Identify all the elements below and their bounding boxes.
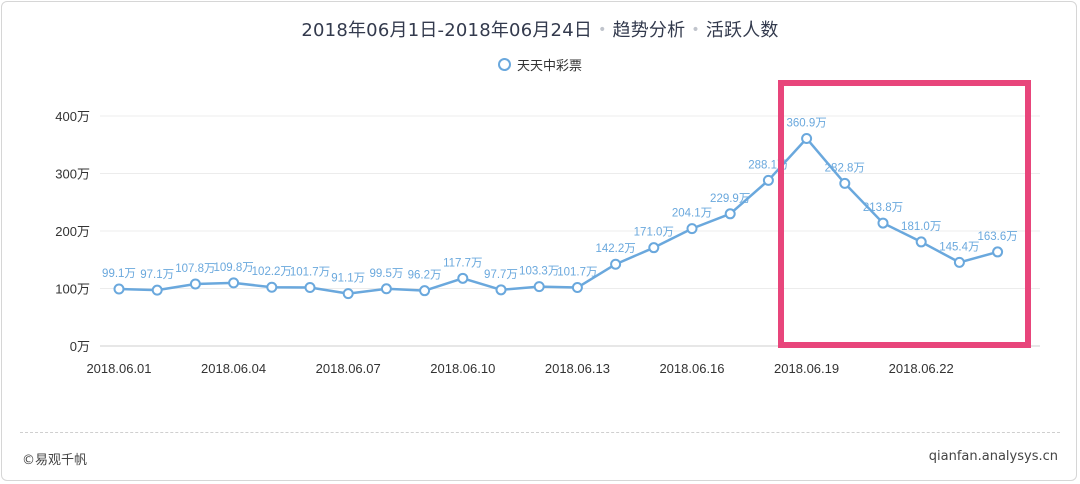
data-point xyxy=(992,246,1004,258)
data-label: 229.9万 xyxy=(710,193,750,205)
title-section: 趋势分析 xyxy=(612,20,686,41)
data-label: 97.1万 xyxy=(140,269,174,281)
data-label: 171.0万 xyxy=(634,227,674,239)
title-separator-dot: • xyxy=(691,22,700,38)
data-point xyxy=(953,256,965,268)
data-label: 360.9万 xyxy=(786,117,826,129)
data-point xyxy=(380,283,392,295)
data-point xyxy=(915,236,927,248)
data-label: 181.0万 xyxy=(901,221,941,233)
chart-title: 2018年06月1日-2018年06月24日 • 趋势分析 • 活跃人数 xyxy=(0,16,1080,42)
data-point xyxy=(839,177,851,189)
y-tick-label: 400万 xyxy=(55,109,90,124)
data-label: 213.8万 xyxy=(863,202,903,214)
data-point xyxy=(342,288,354,300)
data-point xyxy=(571,282,583,294)
data-label: 96.2万 xyxy=(408,270,442,282)
data-point xyxy=(266,281,278,293)
series-line xyxy=(118,137,998,295)
footer-divider xyxy=(20,432,1060,433)
data-point xyxy=(533,281,545,293)
x-tick-label: 2018.06.01 xyxy=(86,361,151,376)
data-label: 101.7万 xyxy=(557,267,597,279)
data-label: 145.4万 xyxy=(939,241,979,253)
data-label: 101.7万 xyxy=(290,267,330,279)
x-tick-label: 2018.06.19 xyxy=(774,361,839,376)
x-tick-label: 2018.06.13 xyxy=(545,361,610,376)
data-point xyxy=(724,208,736,220)
legend-marker-icon xyxy=(497,58,511,71)
data-point xyxy=(801,132,813,144)
data-label: 99.5万 xyxy=(369,268,403,280)
data-label: 282.8万 xyxy=(825,162,865,174)
data-point xyxy=(189,278,201,290)
data-label: 91.1万 xyxy=(331,273,365,285)
data-point xyxy=(457,272,469,284)
y-tick-label: 300万 xyxy=(55,167,90,182)
data-point xyxy=(495,284,507,296)
y-tick-label: 100万 xyxy=(55,282,90,297)
legend[interactable]: 天天中彩票 xyxy=(0,58,1080,76)
title-date-range: 2018年06月1日-2018年06月24日 xyxy=(301,20,593,41)
data-label: 103.3万 xyxy=(519,266,559,278)
title-metric: 活跃人数 xyxy=(705,20,779,41)
data-label: 117.7万 xyxy=(443,257,482,269)
data-point xyxy=(762,174,774,186)
data-point xyxy=(419,285,431,297)
data-label: 102.2万 xyxy=(252,266,292,278)
data-point xyxy=(113,283,125,295)
data-point xyxy=(151,284,163,296)
data-label: 109.8万 xyxy=(213,262,253,274)
data-point xyxy=(228,277,240,289)
data-point xyxy=(610,258,622,270)
site-url[interactable]: qianfan.analysys.cn xyxy=(928,449,1058,464)
data-point xyxy=(304,282,316,294)
data-label: 204.1万 xyxy=(672,208,712,220)
data-label: 99.1万 xyxy=(102,268,136,280)
data-label: 142.2万 xyxy=(595,243,635,255)
data-point xyxy=(648,242,660,254)
x-tick-label: 2018.06.16 xyxy=(659,361,724,376)
title-separator-dot: • xyxy=(598,22,607,38)
data-point xyxy=(877,217,889,229)
y-tick-label: 0万 xyxy=(70,339,90,354)
copyright-text: ©易观千帆 xyxy=(22,453,88,468)
data-label: 97.7万 xyxy=(484,269,518,281)
x-tick-label: 2018.06.22 xyxy=(889,361,954,376)
data-label: 107.8万 xyxy=(175,263,215,275)
x-tick-label: 2018.06.04 xyxy=(201,361,266,376)
data-point xyxy=(686,223,698,235)
data-label: 163.6万 xyxy=(977,231,1017,243)
legend-label: 天天中彩票 xyxy=(516,59,582,74)
highlight-box xyxy=(778,80,1031,348)
y-tick-label: 200万 xyxy=(55,224,90,239)
x-tick-label: 2018.06.07 xyxy=(316,361,381,376)
x-tick-label: 2018.06.10 xyxy=(430,361,495,376)
